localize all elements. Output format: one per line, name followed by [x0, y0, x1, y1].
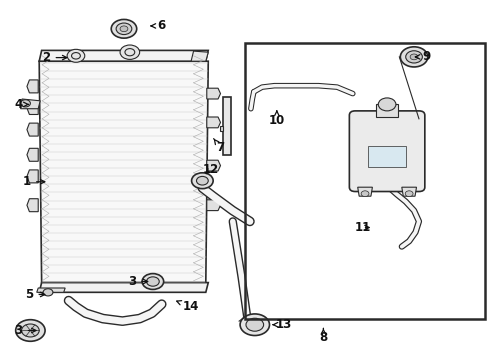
- Circle shape: [406, 51, 422, 63]
- Circle shape: [405, 191, 413, 197]
- Circle shape: [16, 320, 45, 341]
- Polygon shape: [207, 117, 220, 128]
- Text: 14: 14: [177, 300, 199, 313]
- Circle shape: [147, 277, 159, 286]
- Circle shape: [120, 45, 140, 59]
- Circle shape: [116, 23, 132, 35]
- Polygon shape: [39, 50, 208, 61]
- Bar: [368, 146, 406, 167]
- Text: 10: 10: [269, 111, 285, 127]
- Text: 13: 13: [273, 318, 293, 331]
- Bar: [376, 104, 398, 117]
- Polygon shape: [27, 80, 38, 93]
- Polygon shape: [207, 200, 220, 211]
- Text: 7: 7: [214, 139, 224, 154]
- Text: 1: 1: [23, 175, 45, 188]
- Text: 8: 8: [319, 328, 327, 344]
- Polygon shape: [223, 97, 231, 155]
- Polygon shape: [27, 123, 38, 136]
- Text: 11: 11: [354, 221, 371, 234]
- Circle shape: [142, 274, 164, 289]
- Circle shape: [22, 324, 39, 337]
- Text: 5: 5: [25, 288, 45, 301]
- Text: 3: 3: [15, 324, 36, 337]
- FancyBboxPatch shape: [349, 111, 425, 192]
- Polygon shape: [27, 148, 38, 161]
- Text: 12: 12: [202, 163, 219, 176]
- Bar: [245, 43, 485, 319]
- Circle shape: [400, 47, 428, 67]
- Circle shape: [120, 26, 128, 32]
- Polygon shape: [39, 283, 208, 292]
- Polygon shape: [358, 187, 372, 196]
- Polygon shape: [207, 160, 220, 171]
- Polygon shape: [27, 102, 38, 114]
- Polygon shape: [27, 199, 38, 212]
- Circle shape: [361, 191, 369, 197]
- Polygon shape: [27, 170, 38, 183]
- Text: 3: 3: [128, 275, 147, 288]
- Circle shape: [21, 100, 30, 107]
- Polygon shape: [191, 51, 208, 61]
- Polygon shape: [39, 61, 208, 283]
- Text: 2: 2: [43, 51, 67, 64]
- Circle shape: [111, 19, 137, 38]
- Circle shape: [246, 318, 264, 331]
- Text: 9: 9: [416, 50, 430, 63]
- Polygon shape: [37, 288, 65, 292]
- Circle shape: [192, 173, 213, 189]
- Circle shape: [196, 176, 208, 185]
- Text: 4: 4: [15, 98, 28, 111]
- Circle shape: [240, 314, 270, 336]
- Circle shape: [67, 49, 85, 62]
- Circle shape: [378, 98, 396, 111]
- Polygon shape: [21, 99, 40, 109]
- Polygon shape: [207, 88, 220, 99]
- Text: 6: 6: [151, 19, 166, 32]
- Polygon shape: [220, 126, 223, 131]
- Polygon shape: [402, 187, 416, 196]
- Circle shape: [410, 54, 418, 60]
- Circle shape: [43, 289, 53, 296]
